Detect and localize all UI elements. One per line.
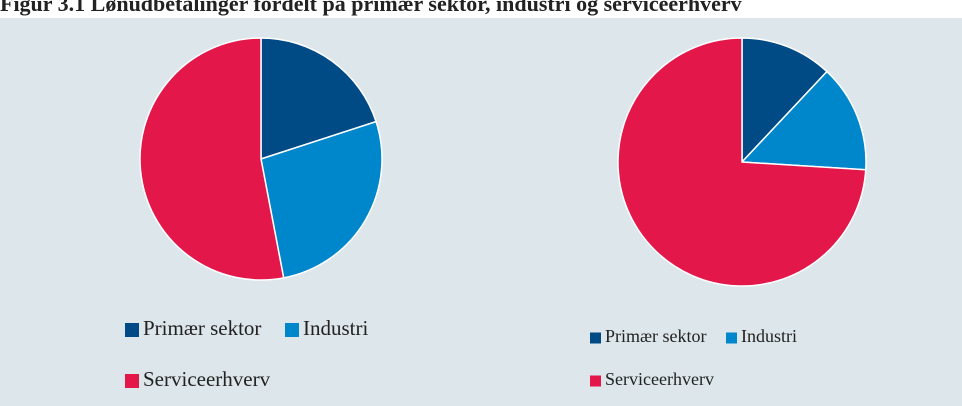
chart-title: Figur 3.1 Lønudbetalinger fordelt på pri… — [0, 0, 742, 16]
legend-label: Serviceerhverv — [605, 369, 714, 389]
pie-slice — [260, 120, 383, 279]
pie-slice — [617, 37, 867, 287]
legend-swatch — [590, 332, 601, 344]
legend-swatch — [125, 374, 139, 388]
pie-slice — [741, 37, 828, 164]
legend-label: Primær sektor — [143, 316, 261, 340]
legend-label: Serviceerhverv — [143, 367, 271, 391]
legend-label: Primær sektor — [605, 326, 707, 346]
legend-swatch — [125, 323, 139, 337]
legend-swatch — [590, 375, 601, 387]
legend-label: Industri — [303, 316, 368, 340]
pie-slice — [740, 70, 867, 171]
pie-slice — [260, 37, 378, 161]
pie-slice — [139, 37, 285, 281]
legend-label: Industri — [741, 326, 797, 346]
legend-swatch — [285, 323, 299, 337]
legend-swatch — [726, 332, 737, 344]
